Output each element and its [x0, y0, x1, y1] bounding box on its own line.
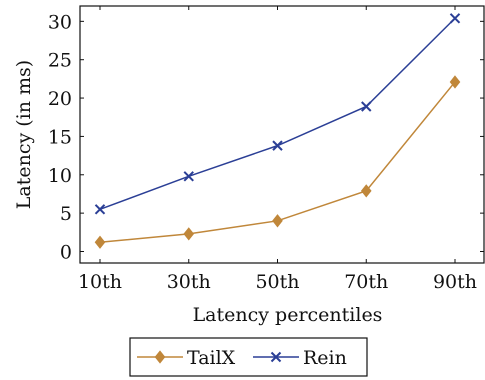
- legend-entries: TailX Rein: [137, 347, 347, 369]
- y-tick-label: 15: [48, 126, 72, 148]
- data-point-tailx: [183, 227, 195, 241]
- data-point-rein: [94, 204, 106, 215]
- legend-label-rein: Rein: [303, 347, 347, 369]
- x-axis-ticks: 10th 30th 50th 70th 90th: [78, 6, 477, 293]
- data-point-rein: [361, 101, 372, 112]
- x-axis-title: Latency percentiles: [193, 304, 383, 326]
- y-tick-label: 20: [48, 88, 72, 110]
- data-point-rein: [272, 140, 283, 151]
- legend-marker-tailx: [154, 350, 166, 364]
- legend-marker-rein: [270, 351, 282, 363]
- series-layer: [94, 13, 461, 249]
- legend-entry-tailx: TailX: [137, 347, 236, 369]
- y-axis-ticks: 0 5 10 15 20 25 30: [48, 11, 484, 263]
- x-tick-label: 30th: [167, 271, 211, 293]
- x-tick-label: 50th: [255, 271, 299, 293]
- series-line-rein: [99, 17, 456, 211]
- y-axis-title: Latency (in ms): [13, 60, 35, 209]
- legend-label-tailx: TailX: [187, 347, 236, 369]
- legend: TailX Rein: [129, 337, 368, 377]
- data-point-tailx: [449, 75, 461, 89]
- y-tick-label: 30: [48, 11, 72, 33]
- data-point-rein: [183, 171, 194, 182]
- y-tick-label: 0: [60, 241, 72, 263]
- x-tick-label: 10th: [78, 271, 122, 293]
- x-tick-label: 70th: [344, 271, 388, 293]
- y-tick-label: 5: [60, 203, 72, 225]
- data-point-rein: [449, 13, 461, 24]
- legend-entry-rein: Rein: [253, 347, 347, 369]
- data-point-tailx: [94, 235, 106, 249]
- y-tick-label: 25: [48, 50, 72, 72]
- plot-frame: [79, 5, 485, 264]
- data-point-tailx: [272, 214, 283, 228]
- y-tick-label: 10: [48, 165, 72, 187]
- x-tick-label: 90th: [433, 271, 477, 293]
- data-point-tailx: [360, 184, 372, 198]
